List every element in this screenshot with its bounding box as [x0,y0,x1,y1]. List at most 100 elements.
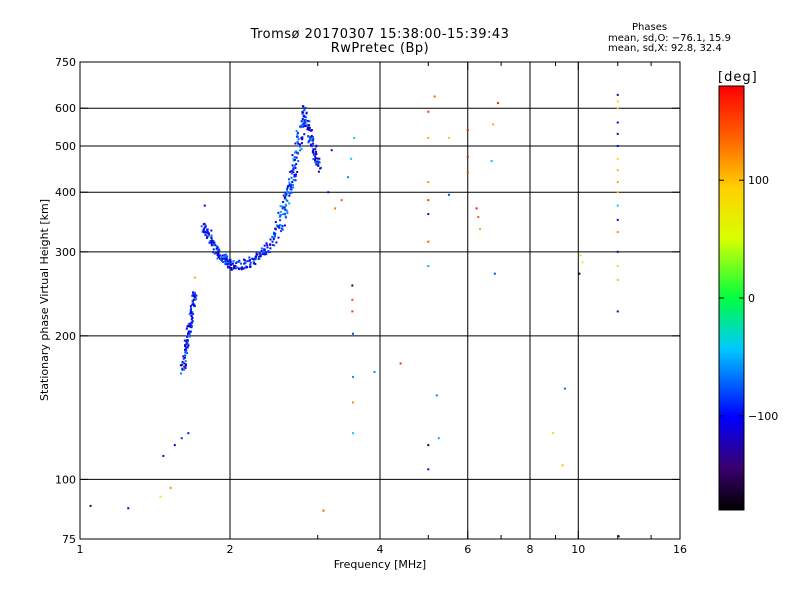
trace-point [303,121,306,124]
trace-point [240,268,243,271]
trace-point [286,199,289,202]
trace-point [192,291,195,294]
data-point [616,132,619,135]
trace-point [279,214,282,217]
trace-point [269,243,272,246]
trace-point [276,225,279,228]
trace-point [189,308,192,311]
data-point [579,254,582,257]
trace-point [184,340,187,343]
trace-point [266,246,269,249]
data-point [479,227,482,230]
trace-point [302,105,305,108]
trace-point [294,174,297,177]
trace-point [221,258,224,261]
trace-point [284,215,287,218]
trace-point [238,261,241,264]
trace-point [234,264,237,267]
trace-point [184,360,187,363]
trace-point [303,133,306,136]
trace-point [294,179,297,182]
trace-point [223,257,226,260]
y-tick-label: 500 [55,140,76,153]
trace-point [204,224,207,227]
trace-point [187,344,190,347]
data-point [616,191,619,194]
trace-point [260,247,263,250]
x-tick-label: 2 [227,543,234,556]
trace-point [312,153,315,156]
trace-point [304,121,307,124]
trace-point [317,170,320,173]
trace-point [292,171,295,174]
trace-point [217,255,220,258]
data-point [475,207,478,210]
trace-point [290,186,293,189]
trace-point [288,202,291,205]
trace-point [283,194,286,197]
data-point [561,464,564,467]
trace-point [289,183,292,186]
trace-point [304,106,307,109]
trace-point [206,231,209,234]
data-point [334,207,337,210]
trace-point [191,310,194,313]
data-point [427,444,430,447]
data-point [427,136,430,139]
data-point [351,298,354,301]
data-point [89,504,92,507]
trace-point [224,253,227,256]
trace-point [184,346,187,349]
trace-point [202,229,205,232]
trace-point [286,212,289,215]
trace-point [316,160,319,163]
trace-point [300,138,303,141]
trace-point [279,230,282,233]
trace-point [269,247,272,250]
trace-point [205,228,208,231]
trace-point [233,264,236,267]
trace-point [263,244,266,247]
data-point [447,136,450,139]
trace-point [265,251,268,254]
trace-point [293,175,296,178]
data-point [169,486,172,489]
data-point [180,437,183,440]
trace-point [296,170,299,173]
trace-point [186,335,189,338]
trace-point [287,178,290,181]
data-point [351,310,354,313]
trace-point [310,145,313,148]
trace-point [299,145,302,148]
trace-point [304,125,307,128]
trace-point [277,236,280,239]
trace-point [274,221,277,224]
trace-point [215,247,218,250]
trace-point [295,156,298,159]
data-point [330,149,333,152]
trace-point [180,372,183,375]
trace-point [243,262,246,265]
data-point [616,204,619,207]
trace-point [283,191,286,194]
trace-point [305,111,308,114]
trace-point [225,261,228,264]
trace-point [184,351,187,354]
trace-point [227,260,230,263]
trace-point [187,334,190,337]
data-point [427,110,430,113]
trace-point [302,115,305,118]
trace-point [212,240,215,243]
data-point [616,144,619,147]
trace-point [286,210,289,213]
trace-point [306,123,309,126]
trace-point [309,138,312,141]
trace-point [183,339,186,342]
trace-point [205,233,208,236]
data-point [399,362,402,365]
trace-point [306,126,309,129]
trace-point [299,126,302,129]
data-point [373,370,376,373]
data-point [427,468,430,471]
data-point [437,437,440,440]
